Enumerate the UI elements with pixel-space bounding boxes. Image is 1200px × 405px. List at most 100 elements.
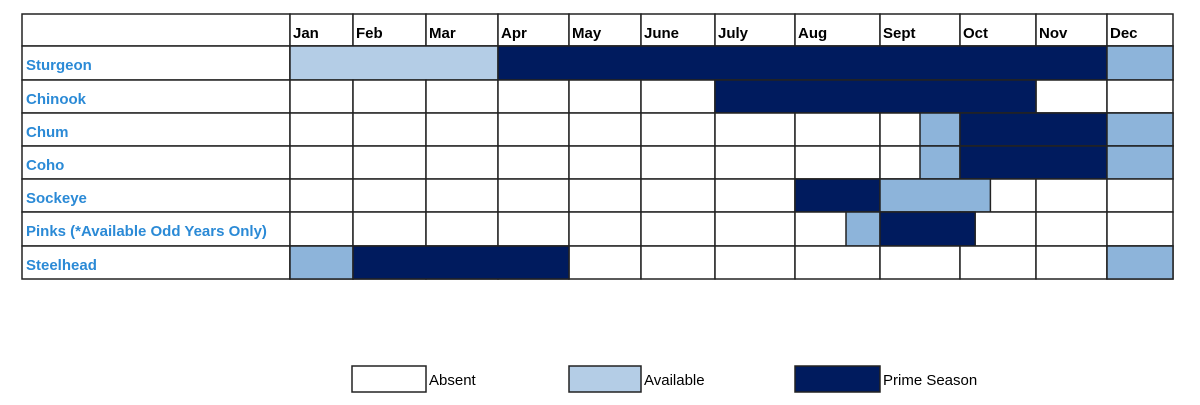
month-cell [640,112,716,147]
month-header-label: Sept [883,25,916,42]
legend-swatch [568,365,642,393]
season-bar-available-alt [1106,145,1174,180]
month-cell [1106,211,1174,247]
season-bar-available-alt [1106,112,1174,147]
month-cell [352,79,427,114]
season-bar-available-alt [879,178,992,213]
season-bar-available-alt [845,211,881,247]
month-cell [714,245,796,280]
month-header-label: May [572,25,602,42]
month-cell [568,178,642,213]
month-header-label: Nov [1039,25,1068,42]
month-cell [1106,178,1174,213]
species-label: Sockeye [26,190,87,207]
month-cell [568,79,642,114]
legend-item-prime: Prime Season [794,365,977,393]
legend-item-available: Available [568,365,705,393]
species-label-cell [21,245,291,280]
species-row: Sturgeon [21,45,1174,81]
species-label: Chinook [26,91,87,108]
month-cell [568,211,642,247]
legend-item-absent: Absent [351,365,477,393]
species-label: Sturgeon [26,57,92,74]
species-label: Coho [26,157,64,174]
month-cell [1035,178,1108,213]
month-cell [1106,79,1174,114]
season-bar-prime [352,245,570,280]
month-cell [714,178,796,213]
season-bar-available-alt [1106,45,1174,81]
month-cell [794,145,881,180]
month-header-label: Aug [798,25,827,42]
season-bar-available-alt [919,112,961,147]
month-header-label: Oct [963,25,988,42]
season-bar-prime [959,145,1108,180]
month-cell [568,112,642,147]
month-cell [497,112,570,147]
month-header-label: July [718,25,749,42]
month-cell [289,112,354,147]
month-header-cell [959,13,1037,47]
month-cell [1035,245,1108,280]
season-bar-prime [497,45,1108,81]
legend-label: Prime Season [883,372,977,389]
month-header-label: Jan [293,25,319,42]
species-label: Pinks (*Available Odd Years Only) [26,223,267,240]
month-header-label: Mar [429,25,456,42]
season-bar-prime [879,211,976,247]
season-bar-prime [794,178,881,213]
legend-swatch [351,365,427,393]
month-cell [794,112,881,147]
month-cell [640,79,716,114]
season-bar-prime [959,112,1108,147]
month-cell [289,211,354,247]
month-header-cell [640,13,716,47]
species-label: Chum [26,124,69,141]
species-label-cell [21,112,291,147]
species-row: Sockeye [21,178,1174,213]
month-cell [1035,79,1108,114]
month-cell [425,112,499,147]
season-bar-available-alt [1106,245,1174,280]
month-header-label: Feb [356,25,383,42]
species-label: Steelhead [26,257,97,274]
month-cell [425,79,499,114]
month-cell [568,245,642,280]
season-bar-available-alt [919,145,961,180]
month-header-label: June [644,25,679,42]
month-cell [289,79,354,114]
month-cell [289,145,354,180]
month-cell [497,211,570,247]
month-cell [352,145,427,180]
month-cell [352,178,427,213]
month-cell [714,112,796,147]
month-cell [640,211,716,247]
month-cell [497,178,570,213]
month-cell [794,245,881,280]
month-cell [1035,211,1108,247]
month-cell [425,145,499,180]
month-cell [568,145,642,180]
month-cell [289,178,354,213]
month-cell [640,145,716,180]
species-row: Pinks (*Available Odd Years Only) [21,211,1174,247]
month-cell [879,245,961,280]
month-cell [714,211,796,247]
species-row: Chum [21,112,1174,147]
month-header-cell [1106,13,1174,47]
month-cell [352,211,427,247]
month-cell [714,145,796,180]
month-header-label: Dec [1110,25,1138,42]
month-header-cell [794,13,881,47]
header-corner-cell [21,13,291,47]
month-cell [425,211,499,247]
month-cell [497,79,570,114]
legend-label: Available [644,372,705,389]
month-cell [640,245,716,280]
legend-label: Absent [429,372,477,389]
month-cell [640,178,716,213]
season-bar-available [289,45,499,81]
season-bar-available-alt [289,245,354,280]
legend-swatch [794,365,881,393]
